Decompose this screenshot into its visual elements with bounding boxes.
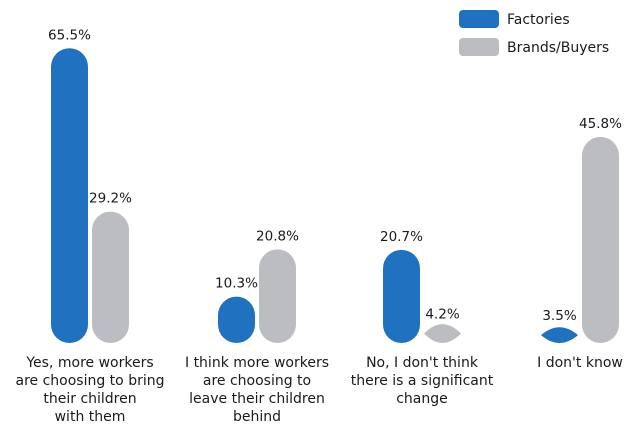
category-label-2: No, I don't think there is a significant c… bbox=[351, 355, 494, 407]
category-label-1: I think more workers are choosing to leave… bbox=[185, 355, 329, 425]
legend-label-brands-buyers: Brands/Buyers bbox=[507, 40, 609, 56]
bar-brands-buyers-0 bbox=[92, 211, 129, 343]
value-label-factories-1: 10.3% bbox=[215, 276, 258, 292]
legend: Factories Brands/Buyers bbox=[459, 10, 609, 56]
bar-brands-buyers-1 bbox=[259, 249, 296, 343]
value-label-brands-buyers-3: 45.8% bbox=[579, 116, 622, 132]
category-label-0: Yes, more workers are choosing to bring th… bbox=[16, 355, 165, 425]
value-label-factories-2: 20.7% bbox=[380, 229, 423, 245]
value-label-factories-0: 65.5% bbox=[48, 27, 91, 43]
value-labels-group: 65.5% 10.3% 20.7% 3.5% 29.2% 20.8% 4.2% 45.8% bbox=[48, 27, 622, 324]
value-label-factories-3: 3.5% bbox=[542, 308, 576, 324]
legend-swatch-factories bbox=[459, 10, 499, 28]
bar-factories-1 bbox=[218, 296, 255, 343]
bar-factories-0 bbox=[51, 48, 88, 344]
bars-group bbox=[51, 48, 619, 344]
value-label-brands-buyers-1: 20.8% bbox=[256, 228, 299, 244]
bar-brands-buyers-2 bbox=[424, 324, 461, 343]
bar-brands-buyers-3 bbox=[582, 136, 619, 343]
category-labels-group: Yes, more workers are choosing to bring th… bbox=[16, 355, 623, 425]
value-label-brands-buyers-2: 4.2% bbox=[425, 307, 459, 323]
bar-factories-2 bbox=[383, 249, 420, 343]
legend-label-factories: Factories bbox=[507, 12, 570, 28]
category-label-3: I don't know bbox=[537, 355, 623, 371]
legend-swatch-brands-buyers bbox=[459, 38, 499, 56]
bar-factories-3 bbox=[541, 327, 578, 343]
value-label-brands-buyers-0: 29.2% bbox=[89, 191, 132, 207]
